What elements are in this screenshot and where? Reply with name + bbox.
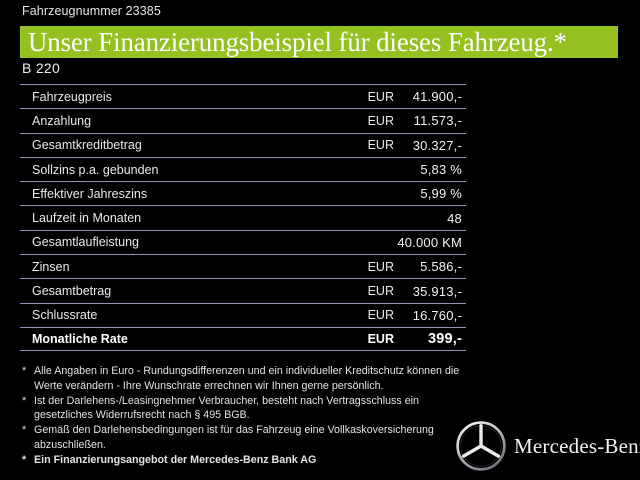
finance-row-label: Anzahlung xyxy=(32,113,92,128)
finance-row-currency: EUR xyxy=(367,259,394,274)
finance-row-value: 35.913,- xyxy=(412,283,462,299)
footnote-item: * Alle Angaben in Euro - Rundungsdifferen… xyxy=(20,364,480,394)
finance-row-currency: EUR xyxy=(367,89,394,104)
finance-row-currency: EUR xyxy=(367,284,394,299)
finance-row: Fahrzeugpreis EUR 41.900,- xyxy=(20,84,466,108)
model-name: B 220 xyxy=(22,60,61,76)
finance-row-value: 5.586,- xyxy=(420,259,462,275)
finance-row: Laufzeit in Monaten 48 xyxy=(20,205,466,229)
finance-row: Gesamtlaufleistung 40.000 KM xyxy=(20,229,466,254)
footnote-item: * Ein Finanzierungsangebot der Mercedes-B… xyxy=(20,453,480,468)
finance-row-currency: EUR xyxy=(367,138,394,153)
finance-row-label: Gesamtkreditbetrag xyxy=(32,138,142,153)
finance-row: Gesamtkreditbetrag EUR 30.327,- xyxy=(20,132,466,157)
finance-row-value: 399,- xyxy=(427,331,462,348)
footnote-asterisk-icon: * xyxy=(22,453,27,466)
finance-row: Zinsen EUR 5.586,- xyxy=(20,254,466,278)
finance-row: Effektiver Jahreszins 5,99 % xyxy=(20,181,466,205)
finance-row-value: 5,83 % xyxy=(420,162,462,178)
finance-row-label: Sollzins p.a. gebunden xyxy=(32,162,159,177)
finance-row-value: 30.327,- xyxy=(412,137,462,153)
footnote-asterisk-icon: * xyxy=(22,365,27,377)
footnote-text: Ist der Darlehens-/Leasingnehmer Verbrau… xyxy=(34,394,419,422)
footnote-text: Ein Finanzierungsangebot der Mercedes-Be… xyxy=(34,453,317,466)
footnote-text: Alle Angaben in Euro - Rundungsdifferenz… xyxy=(34,365,460,392)
finance-row: Monatliche Rate EUR 399,- xyxy=(20,326,466,352)
finance-row-label: Laufzeit in Monaten xyxy=(32,211,142,226)
finance-row: Sollzins p.a. gebunden 5,83 % xyxy=(20,156,466,181)
mercedes-benz-logo: Mercedes-Benz xyxy=(455,420,640,472)
footnote-asterisk-icon: * xyxy=(22,424,27,437)
finance-row-value: 40.000 KM xyxy=(397,234,462,250)
headline-text: Unser Finanzierungsbeispiel für dieses F… xyxy=(27,27,567,57)
finance-row-label: Zinsen xyxy=(32,259,70,274)
footnote-text: Gemäß den Darlehensbedingungen ist für d… xyxy=(34,424,434,451)
finance-row-currency: EUR xyxy=(367,332,394,347)
finance-row-value: 41.900,- xyxy=(412,89,462,105)
finance-row-label: Monatliche Rate xyxy=(32,332,128,347)
finance-row-label: Gesamtlaufleistung xyxy=(32,235,140,250)
finance-table: Fahrzeugpreis EUR 41.900,- Anzahlung EUR 11.5… xyxy=(20,84,466,352)
finance-row-label: Fahrzeugpreis xyxy=(32,89,112,104)
finance-row-currency: EUR xyxy=(367,113,394,128)
finance-row-value: 11.573,- xyxy=(413,113,462,129)
finance-row-value: 5,99 % xyxy=(420,186,462,202)
footnote-item: * Gemäß den Darlehensbedingungen ist für … xyxy=(20,423,480,453)
finance-row-value: 16.760,- xyxy=(412,307,462,323)
mercedes-star-icon xyxy=(456,421,506,471)
headline-banner: Unser Finanzierungsbeispiel für dieses F… xyxy=(20,26,618,58)
finance-row: Anzahlung EUR 11.573,- xyxy=(20,108,466,132)
finance-row-value: 48 xyxy=(447,210,462,226)
finance-row-currency: EUR xyxy=(367,308,394,323)
finance-row-label: Schlussrate xyxy=(32,308,98,323)
mercedes-benz-wordmark: Mercedes-Benz xyxy=(514,433,640,458)
finance-row: Gesamtbetrag EUR 35.913,- xyxy=(20,278,466,302)
footnote-item: * Ist der Darlehens-/Leasingnehmer Verbra… xyxy=(20,394,480,424)
footnote-asterisk-icon: * xyxy=(22,394,27,407)
footnotes-list: * Alle Angaben in Euro - Rundungsdifferen… xyxy=(20,364,480,468)
finance-row-label: Gesamtbetrag xyxy=(32,284,112,299)
finance-row-label: Effektiver Jahreszins xyxy=(32,186,148,201)
vehicle-number: Fahrzeugnummer 23385 xyxy=(22,4,161,18)
finance-row: Schlussrate EUR 16.760,- xyxy=(20,302,466,327)
